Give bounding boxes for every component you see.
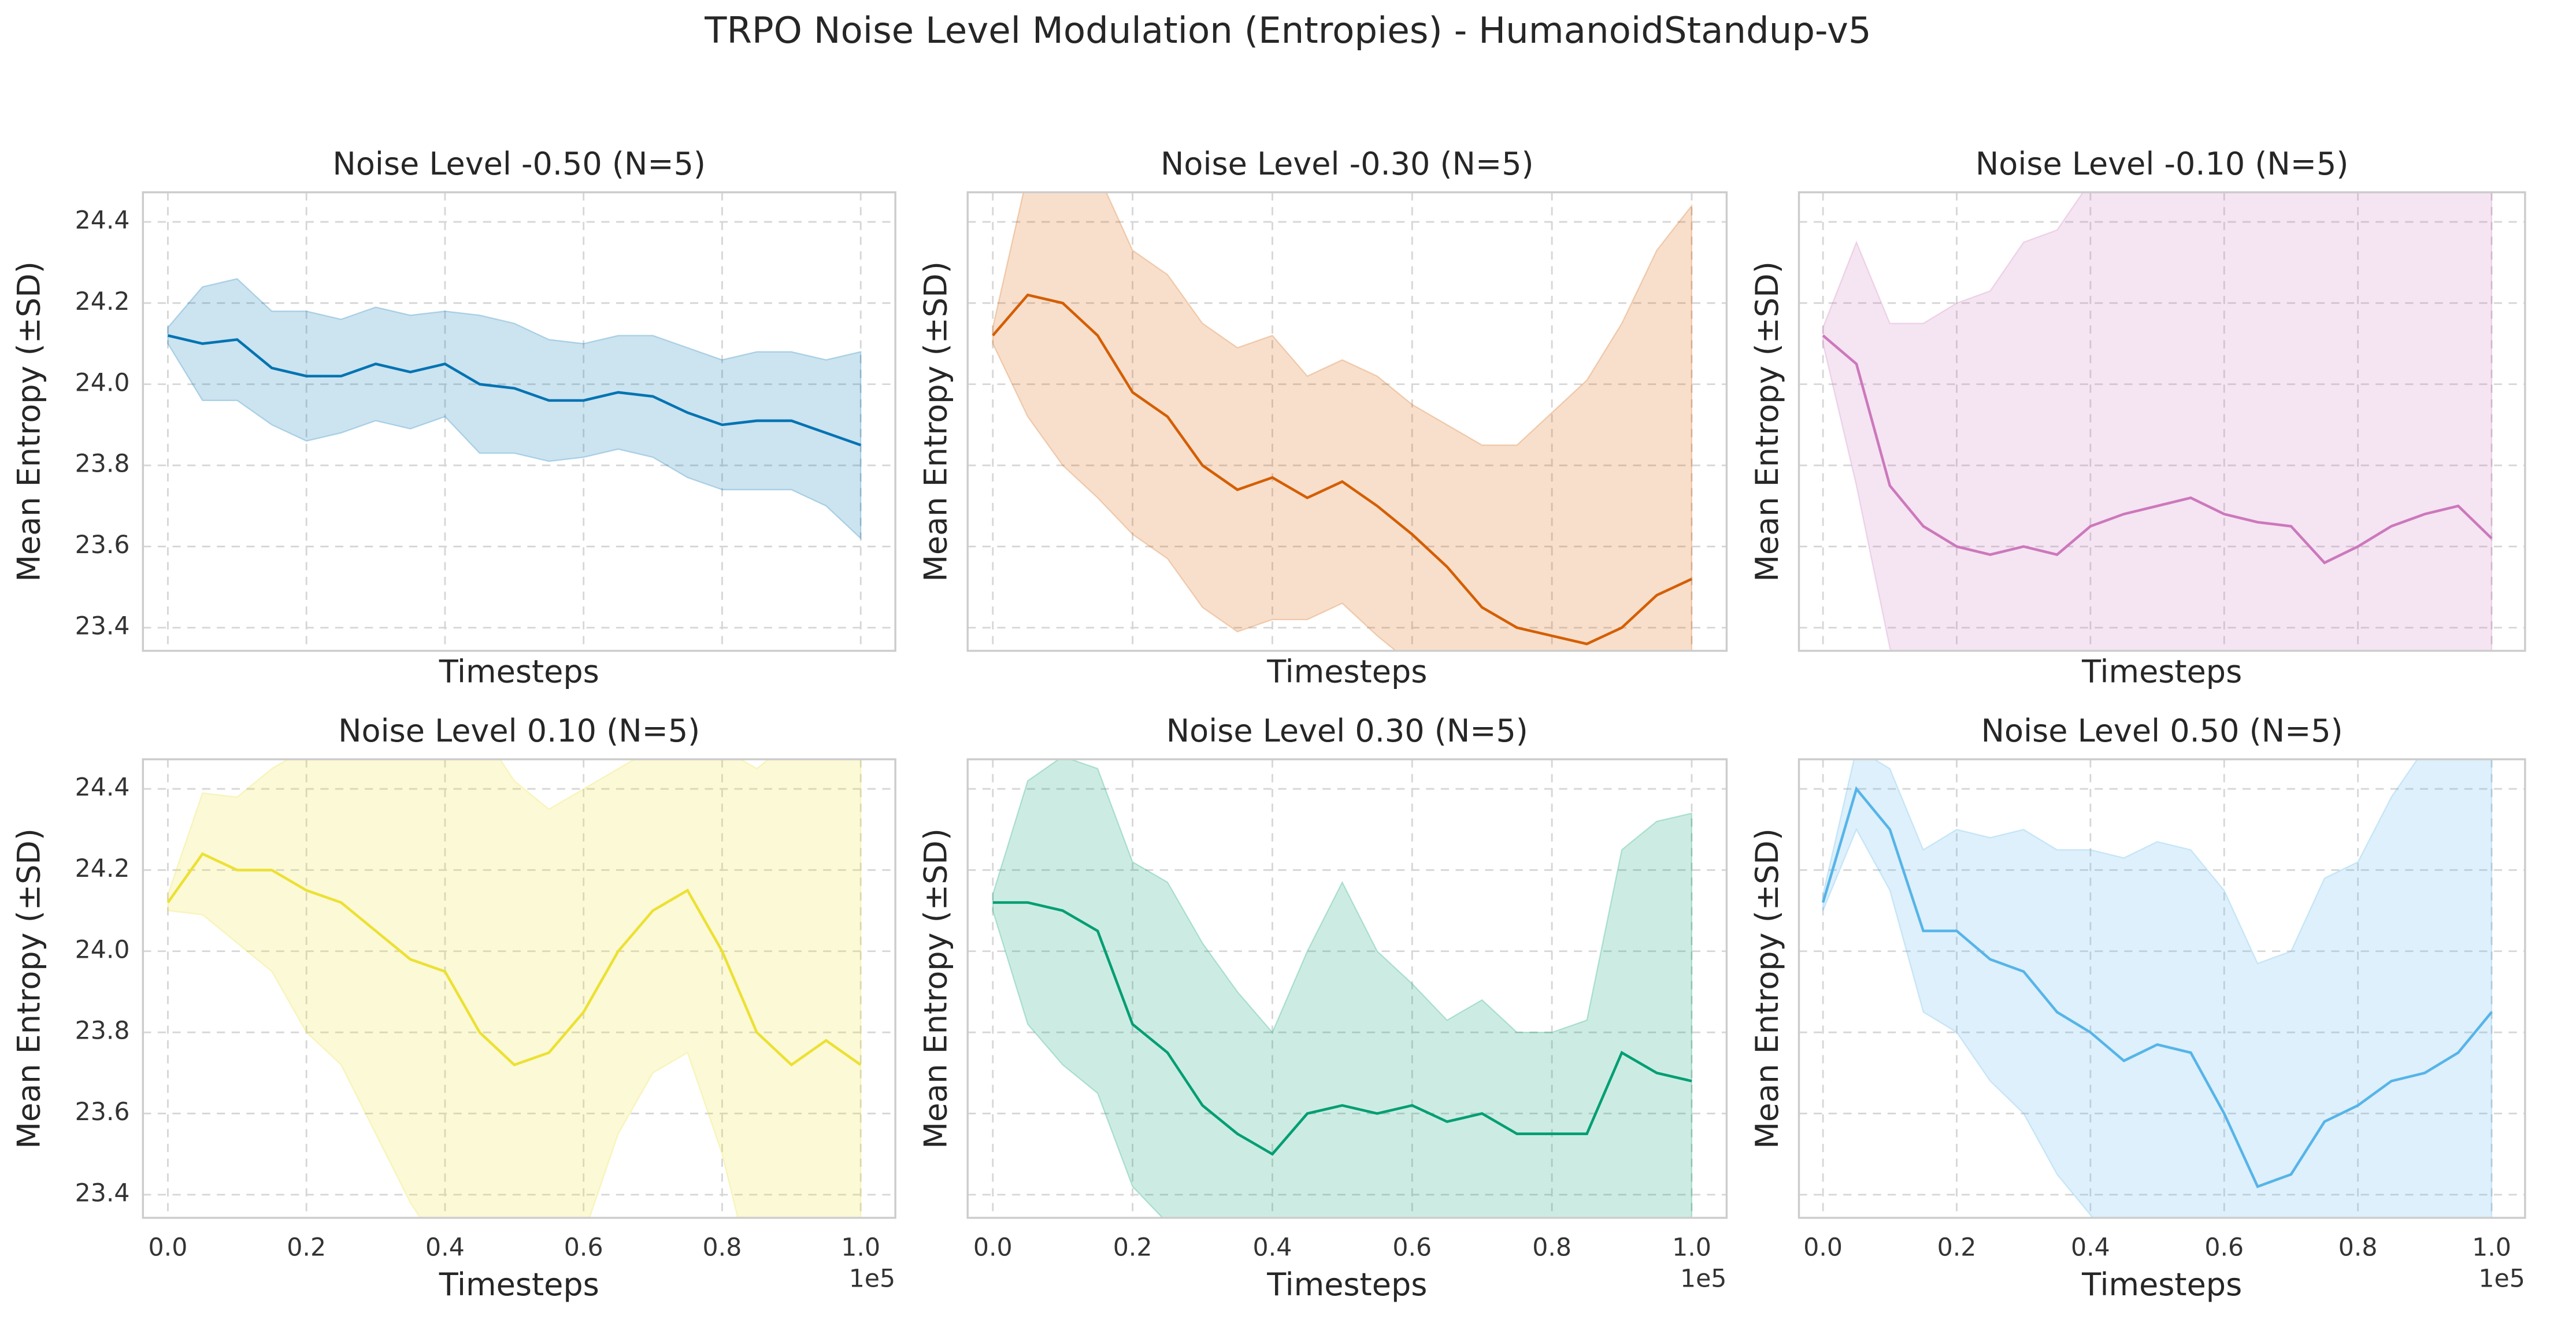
plot-area (968, 192, 1727, 651)
sd-band (992, 759, 1693, 1218)
y-tick-label: 23.8 (75, 450, 130, 479)
y-axis-label: Mean Entropy (±SD) (918, 261, 954, 582)
x-tick-label: 0.6 (1392, 1233, 1432, 1262)
x-tick-label: 0.0 (973, 1233, 1013, 1262)
x-axis-label: Timesteps (2081, 1266, 2242, 1303)
x-tick-label: 1.0 (2472, 1233, 2511, 1262)
subplot: 23.4 23.6 23.8 24.0 24.2 24.4 Noise Level -0.5… (11, 146, 896, 690)
y-axis-label: Mean Entropy (±SD) (918, 828, 954, 1149)
subplot-title: Noise Level -0.30 (N=5) (1161, 146, 1534, 182)
x-tick-label: 0.2 (1937, 1233, 1977, 1262)
subplot-title: Noise Level -0.50 (N=5) (332, 146, 706, 182)
plot-area (143, 759, 896, 1218)
x-tick-label: 0.8 (703, 1233, 742, 1262)
x-tick-label: 0.4 (1253, 1233, 1292, 1262)
y-tick-label: 24.0 (75, 368, 130, 397)
y-tick-label: 23.4 (75, 1179, 130, 1207)
y-tick-label: 24.2 (75, 854, 130, 883)
x-tick-label: 0.2 (1113, 1233, 1152, 1262)
axes-frame (142, 191, 896, 652)
x-tick-label: 1.0 (1672, 1233, 1711, 1262)
y-tick-label: 24.0 (75, 935, 130, 964)
x-axis-label: Timesteps (439, 653, 599, 690)
x-axis-label: Timesteps (439, 1266, 599, 1303)
y-tick-label: 24.2 (75, 287, 130, 316)
x-offset-label: 1e5 (849, 1265, 895, 1294)
axes-frame (966, 191, 1728, 652)
sd-band (167, 759, 862, 1218)
x-axis-label: Timesteps (1266, 1266, 1427, 1303)
y-axis-label: Mean Entropy (±SD) (11, 828, 47, 1149)
sd-band (167, 277, 862, 540)
subplot-title: Noise Level 0.50 (N=5) (1981, 713, 2343, 749)
x-tick-label: 0.0 (1803, 1233, 1843, 1262)
sd-band (1822, 759, 2493, 1218)
axes-frame (1797, 191, 2526, 652)
mean-line (1821, 786, 2493, 1188)
subplot-title: Noise Level 0.10 (N=5) (338, 713, 700, 749)
axes-frame (142, 758, 896, 1219)
x-tick-label: 0.8 (2338, 1233, 2378, 1262)
axes-frame (966, 758, 1728, 1219)
mean-line (992, 901, 1692, 1156)
x-tick-label: 0.0 (149, 1233, 188, 1262)
mean-line (167, 334, 861, 447)
mean-line (992, 293, 1692, 646)
subplot: Noise Level -0.30 (N=5) Timesteps Mean Ent… (918, 146, 1728, 690)
y-tick-label: 24.4 (75, 206, 130, 235)
x-offset-label: 1e5 (2478, 1265, 2525, 1294)
subplot-title: Noise Level 0.30 (N=5) (1166, 713, 1528, 749)
subplot: 23.4 23.6 23.8 24.0 24.2 24.4 0.0 0.2 0.4 0.6 0.8 1… (11, 713, 896, 1303)
y-tick-label: 23.4 (75, 612, 130, 640)
axes-frame (1797, 758, 2526, 1219)
x-tick-label: 1.0 (841, 1233, 880, 1262)
subplot: 0.0 0.2 0.4 0.6 0.8 1.0 Noise Level 0.30 (N=5)… (918, 713, 1728, 1303)
subplot: Noise Level -0.10 (N=5) Timesteps Mean Ent… (1749, 146, 2526, 690)
x-tick-label: 0.2 (287, 1233, 326, 1262)
mean-line (1822, 334, 2493, 565)
sd-band (992, 192, 1693, 651)
plot-area (1799, 192, 2525, 651)
x-tick-label: 0.6 (2204, 1233, 2244, 1262)
subplot: 0.0 0.2 0.4 0.6 0.8 1.0 Noise Level 0.50 (N=5)… (1749, 713, 2526, 1303)
y-axis-label: Mean Entropy (±SD) (11, 261, 47, 582)
x-offset-label: 1e5 (1680, 1265, 1726, 1294)
x-tick-label: 0.4 (425, 1233, 465, 1262)
x-axis-label: Timesteps (1266, 653, 1427, 690)
y-axis-label: Mean Entropy (±SD) (1749, 828, 1785, 1149)
x-tick-label: 0.8 (1532, 1233, 1571, 1262)
plot-area (968, 759, 1727, 1218)
mean-line (166, 852, 862, 1067)
sd-band (1822, 192, 2493, 651)
figure-title: TRPO Noise Level Modulation (Entropies) … (704, 9, 1871, 51)
plot-area (1799, 759, 2525, 1218)
y-tick-label: 23.8 (75, 1017, 130, 1046)
x-tick-label: 0.4 (2071, 1233, 2110, 1262)
y-tick-label: 24.4 (75, 773, 130, 802)
x-tick-label: 0.6 (564, 1233, 603, 1262)
y-tick-label: 23.6 (75, 531, 130, 559)
y-axis-label: Mean Entropy (±SD) (1749, 261, 1785, 582)
x-axis-label: Timesteps (2081, 653, 2242, 690)
y-tick-label: 23.6 (75, 1098, 130, 1126)
subplot-title: Noise Level -0.10 (N=5) (1975, 146, 2349, 182)
